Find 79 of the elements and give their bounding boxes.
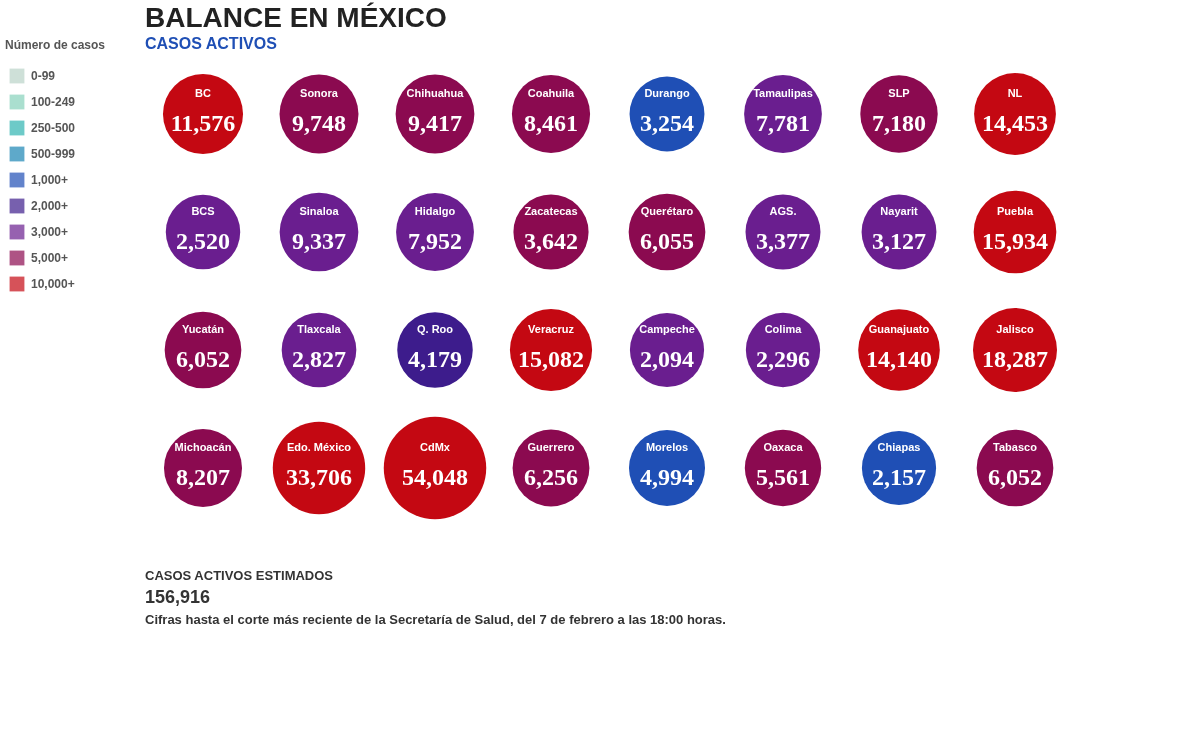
data-label: 15,082 — [518, 346, 584, 372]
category-label: Guerrero — [527, 441, 575, 453]
text: BALANCE EN MÉXICO — [145, 2, 447, 33]
category-label: Q. Roo — [416, 323, 454, 335]
category-label: Michoacán — [174, 441, 232, 453]
category-label: 5,000+ — [31, 251, 69, 265]
data-label: 3,377 — [756, 228, 810, 254]
category-label: BCS — [191, 205, 215, 217]
data-label: 54,048 — [402, 464, 468, 490]
category-label: Chihuahua — [406, 87, 465, 99]
data-label: 2,094 — [640, 346, 694, 372]
category-label: Durango — [644, 87, 690, 99]
category-label: Sinaloa — [299, 205, 340, 217]
data-label: 2,157 — [872, 464, 926, 490]
category-label: Chiapas — [877, 441, 921, 453]
category-label: 100-249 — [31, 95, 76, 109]
category-label: Tabasco — [993, 441, 1038, 453]
category-label: 0-99 — [31, 69, 56, 83]
data-label: 8,207 — [176, 464, 230, 490]
data-label: 14,140 — [866, 346, 932, 372]
text: Número de casos — [5, 38, 106, 52]
data-label: 8,461 — [524, 110, 578, 136]
text: Cifras hasta el corte más reciente de la Secretaría de Salud, del 7 de febrero a las 18:00 horas. — [145, 612, 726, 627]
text: 156,916 — [145, 587, 211, 607]
data-label: 4,994 — [640, 464, 694, 490]
category-label: 250-500 — [31, 121, 76, 135]
data-label: 7,952 — [408, 228, 462, 254]
data-label: 2,520 — [176, 228, 230, 254]
category-label: 500-999 — [31, 147, 76, 161]
data-label: 2,296 — [756, 346, 810, 372]
data-label: 3,254 — [640, 110, 694, 136]
text: CASOS ACTIVOS ESTIMADOS — [145, 568, 334, 583]
category-label: Oaxaca — [763, 441, 804, 453]
data-label: 11,576 — [170, 110, 236, 136]
data-label: 3,642 — [524, 228, 578, 254]
category-label: Tlaxcala — [297, 323, 342, 335]
data-label: 6,055 — [640, 228, 694, 254]
data-label: 9,748 — [292, 110, 346, 136]
category-label: 2,000+ — [31, 199, 69, 213]
category-label: Zacatecas — [524, 205, 578, 217]
category-label: Guanajuato — [868, 323, 930, 335]
category-label: Jalisco — [996, 323, 1034, 335]
category-label: Nayarit — [880, 205, 918, 217]
category-label: AGS. — [769, 205, 797, 217]
category-label: Colima — [764, 323, 803, 335]
data-label: 9,337 — [292, 228, 346, 254]
data-label: 6,256 — [524, 464, 578, 490]
category-label: BC — [195, 87, 211, 99]
category-label: Querétaro — [640, 205, 694, 217]
data-label: 14,453 — [982, 110, 1048, 136]
data-label: 7,781 — [756, 110, 810, 136]
category-label: CdMx — [420, 441, 451, 453]
category-label: Yucatán — [181, 323, 225, 335]
category-label: Puebla — [996, 205, 1034, 217]
category-label: NL — [1007, 87, 1023, 99]
data-label: 4,179 — [408, 346, 462, 372]
category-label: SLP — [888, 87, 910, 99]
data-label: 33,706 — [286, 464, 352, 490]
category-label: Morelos — [645, 441, 689, 453]
category-label: Edo. México — [286, 441, 352, 453]
data-label: 6,052 — [988, 464, 1042, 490]
text: CASOS ACTIVOS — [145, 35, 278, 52]
data-label: 15,934 — [982, 228, 1048, 254]
data-label: 3,127 — [872, 228, 926, 254]
category-label: Veracruz — [528, 323, 575, 335]
data-label: 2,827 — [292, 346, 346, 372]
category-label: 3,000+ — [31, 225, 69, 239]
category-label: Sonora — [300, 87, 339, 99]
category-label: 1,000+ — [31, 173, 69, 187]
category-label: Campeche — [639, 323, 695, 335]
data-label: 7,180 — [872, 110, 926, 136]
category-label: Hidalgo — [414, 205, 456, 217]
data-label: 5,561 — [756, 464, 810, 490]
data-label: 6,052 — [176, 346, 230, 372]
data-label: 18,287 — [982, 346, 1048, 372]
category-label: Coahuila — [527, 87, 576, 99]
data-label: 9,417 — [408, 110, 462, 136]
category-label: Tamaulipas — [753, 87, 813, 99]
category-label: 10,000+ — [31, 277, 75, 291]
